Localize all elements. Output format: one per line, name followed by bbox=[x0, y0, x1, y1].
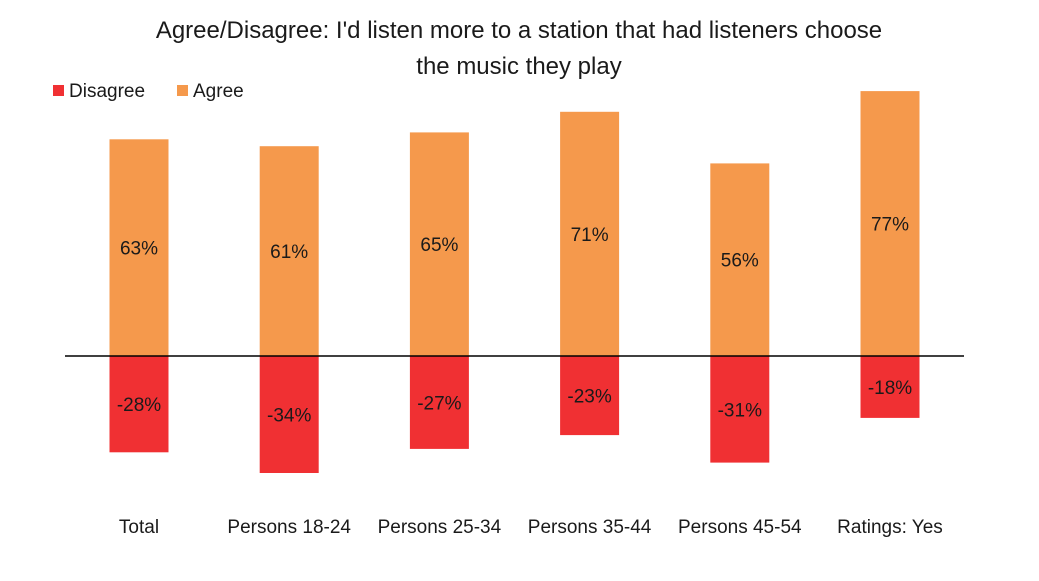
x-tick-label-persons-35-44: Persons 35-44 bbox=[528, 517, 652, 538]
x-tick-label-persons-45-54: Persons 45-54 bbox=[678, 517, 802, 538]
data-label-agree-total: 63% bbox=[120, 239, 158, 260]
data-label-disagree-persons-25-34: -27% bbox=[417, 393, 461, 414]
bar-agree-ratings-yes bbox=[860, 91, 920, 356]
data-label-disagree-total: -28% bbox=[117, 395, 161, 416]
bar-disagree-persons-25-34 bbox=[409, 356, 469, 449]
x-tick-label-ratings-yes: Ratings: Yes bbox=[837, 517, 943, 538]
data-label-disagree-ratings-yes: -18% bbox=[868, 378, 912, 399]
legend-label-agree: Agree bbox=[193, 81, 244, 102]
legend-label-disagree: Disagree bbox=[69, 81, 145, 102]
data-label-agree-ratings-yes: 77% bbox=[871, 215, 909, 236]
bar-agree-persons-35-44 bbox=[560, 111, 620, 356]
bar-agree-persons-25-34 bbox=[409, 132, 469, 356]
bar-disagree-persons-18-24 bbox=[259, 356, 319, 473]
x-tick-label-persons-25-34: Persons 25-34 bbox=[378, 517, 502, 538]
chart-title-line-2: the music they play bbox=[416, 53, 621, 80]
data-label-agree-persons-18-24: 61% bbox=[270, 242, 308, 263]
data-label-agree-persons-45-54: 56% bbox=[721, 251, 759, 272]
bar-disagree-total bbox=[109, 356, 169, 453]
data-label-disagree-persons-45-54: -31% bbox=[718, 400, 762, 421]
bar-disagree-persons-35-44 bbox=[560, 356, 620, 436]
x-axis-tick-labels: Total Persons 18-24 Persons 25-34 Persons 3… bbox=[119, 517, 943, 538]
legend: Disagree Agree bbox=[53, 81, 244, 102]
bar-agree-persons-18-24 bbox=[259, 146, 319, 356]
data-label-disagree-persons-18-24: -34% bbox=[267, 406, 311, 427]
legend-swatch-agree bbox=[177, 85, 188, 96]
data-labels: 63% -28% 61% -34% 65% -27% 71% -23% 56% -31% 77% -1… bbox=[117, 215, 912, 427]
legend-swatch-disagree bbox=[53, 85, 64, 96]
data-label-agree-persons-35-44: 71% bbox=[571, 225, 609, 246]
bars bbox=[109, 91, 920, 473]
bar-disagree-persons-45-54 bbox=[710, 356, 770, 463]
bar-disagree-ratings-yes bbox=[860, 356, 920, 418]
chart-title-line-1: Agree/Disagree: I'd listen more to a sta… bbox=[156, 17, 882, 44]
data-label-disagree-persons-35-44: -23% bbox=[567, 387, 611, 408]
bar-agree-total bbox=[109, 139, 169, 356]
x-tick-label-persons-18-24: Persons 18-24 bbox=[227, 517, 351, 538]
bar-agree-persons-45-54 bbox=[710, 163, 770, 356]
data-label-agree-persons-25-34: 65% bbox=[420, 235, 458, 256]
x-tick-label-total: Total bbox=[119, 517, 159, 538]
